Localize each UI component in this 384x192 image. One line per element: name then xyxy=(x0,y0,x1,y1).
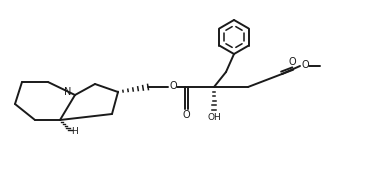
Text: O: O xyxy=(182,110,190,120)
Text: O: O xyxy=(289,57,296,67)
Text: N: N xyxy=(64,87,72,97)
Text: OH: OH xyxy=(207,113,221,122)
Text: O: O xyxy=(301,60,309,70)
Text: O: O xyxy=(169,81,177,91)
Text: H: H xyxy=(72,127,78,136)
